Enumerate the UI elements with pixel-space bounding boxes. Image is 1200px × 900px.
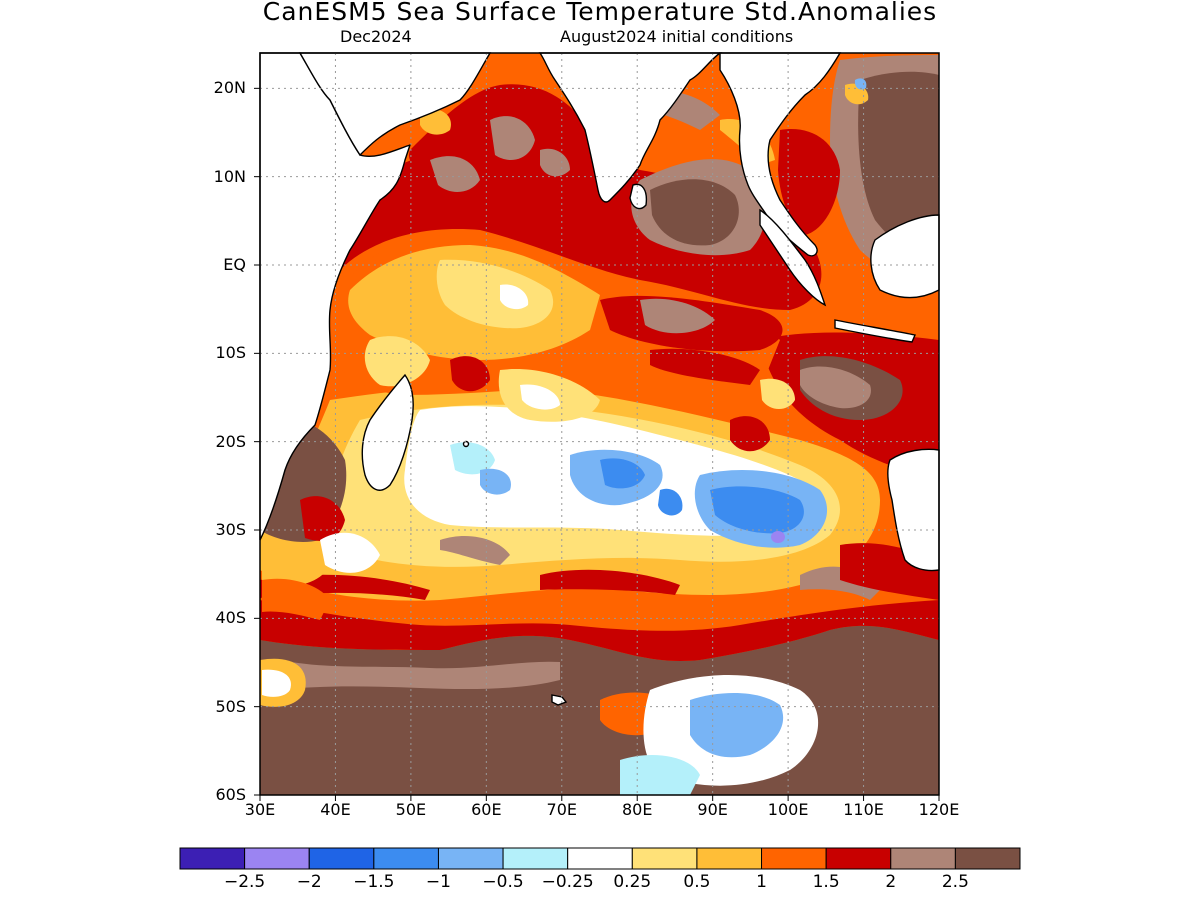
- lon-label: 60E: [471, 800, 502, 819]
- colorbar-swatch: [179, 847, 246, 870]
- colorbar-label: 2.5: [941, 872, 969, 892]
- lon-label: 50E: [395, 800, 427, 819]
- colorbar-label: 2: [885, 872, 897, 892]
- lat-label: 40S: [215, 608, 246, 628]
- lon-label: 30E: [244, 800, 276, 819]
- lat-label: 20S: [215, 431, 246, 451]
- colorbar-label: −1: [425, 872, 451, 892]
- grid-lines: [260, 53, 939, 795]
- colorbar-swatch: [567, 847, 633, 870]
- colorbar-label: −2.5: [223, 872, 266, 892]
- lat-label: 10N: [213, 166, 246, 186]
- colorbar-swatch: [308, 847, 375, 870]
- colorbar-swatch: [244, 847, 310, 870]
- lon-label: 120E: [918, 800, 960, 819]
- colorbar-label: 0.5: [683, 872, 711, 892]
- axis-ticks: [254, 87, 940, 801]
- colorbar-swatch: [761, 847, 827, 870]
- colorbar-swatch: [825, 847, 892, 870]
- colorbar-swatch: [954, 847, 1021, 870]
- lat-label: 60S: [215, 785, 246, 804]
- lat-label: 30S: [215, 520, 246, 539]
- colorbar-swatch: [890, 847, 956, 870]
- colorbar-label: −0.5: [482, 872, 524, 892]
- colorbar-label: 1: [756, 872, 767, 892]
- lon-label: 80E: [621, 800, 653, 819]
- lon-label: 40E: [320, 800, 351, 819]
- colorbar-swatch: [631, 847, 698, 870]
- land-masks: [259, 52, 940, 706]
- colorbar-swatch: [696, 847, 763, 870]
- colorbar-label: −0.25: [541, 872, 594, 892]
- lat-label: 10S: [215, 343, 246, 363]
- figure-title: CanESM5 Sea Surface Temperature Std.Anom…: [262, 0, 938, 26]
- colorbar-label: −1.5: [353, 872, 395, 892]
- colorbar-label: 1.5: [812, 872, 840, 892]
- lon-label: 70E: [546, 800, 577, 819]
- colorbar-label: −2: [296, 872, 322, 892]
- lon-label: 100E: [767, 800, 809, 819]
- lon-label: 110E: [843, 800, 884, 819]
- map-frame: [259, 52, 940, 796]
- colorbar-swatch: [437, 847, 504, 870]
- lat-label: EQ: [223, 255, 246, 274]
- colorbar-swatch: [373, 847, 439, 870]
- lat-label: 50S: [215, 696, 246, 716]
- colorbar: [179, 847, 1021, 870]
- forecast-month: Dec2024: [340, 27, 412, 46]
- colorbar-label: 0.25: [613, 872, 652, 892]
- colorbar-swatch: [502, 847, 569, 870]
- initial-conditions: August2024 initial conditions: [560, 27, 794, 46]
- lon-label: 90E: [697, 800, 728, 819]
- lat-label: 20N: [213, 78, 246, 98]
